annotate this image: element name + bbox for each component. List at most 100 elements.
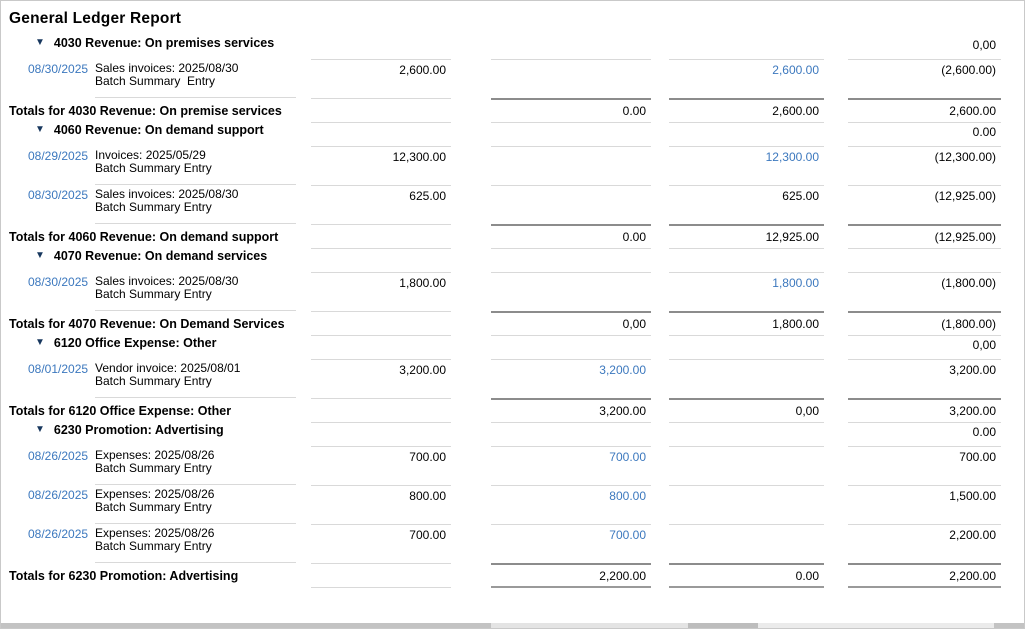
entry-debit: [491, 146, 651, 185]
entry-description-block: Sales invoices: 2025/08/30 Batch Summary…: [95, 185, 296, 224]
entry-description: Sales invoices: 2025/08/30: [95, 274, 239, 288]
collapse-triangle-icon[interactable]: ▼: [35, 124, 45, 135]
entry-row: 08/30/2025 Sales invoices: 2025/08/30 Ba…: [1, 59, 1024, 98]
entry-row: 08/30/2025 Sales invoices: 2025/08/30 Ba…: [1, 185, 1024, 224]
totals-amount: [311, 98, 451, 123]
entry-date-link[interactable]: 08/30/2025: [28, 62, 89, 76]
totals-label: Totals for 4030 Revenue: On premise serv…: [9, 104, 282, 118]
totals-debit: 3,200.00: [491, 398, 651, 423]
opening-balance-cell: 0.00: [972, 425, 996, 439]
entry-amount: 800.00: [311, 485, 451, 524]
entry-amount: 700.00: [311, 446, 451, 485]
scrollbar-track[interactable]: [994, 623, 1024, 628]
entry-date-link[interactable]: 08/26/2025: [28, 449, 89, 463]
opening-balance-cell: [848, 249, 1001, 251]
totals-row: Totals for 4030 Revenue: On premise serv…: [1, 98, 1024, 123]
section-header-row: ▼ 6120 Office Expense: Other 0,00: [1, 336, 1024, 359]
entry-type: Batch Summary Entry: [95, 500, 212, 514]
account-section-title: 6120 Office Expense: Other: [53, 336, 217, 350]
entry-date-link[interactable]: 08/26/2025: [28, 527, 89, 541]
collapse-triangle-icon[interactable]: ▼: [35, 424, 45, 435]
totals-balance: 3,200.00: [848, 398, 1001, 423]
entry-balance: (12,300.00): [848, 146, 1001, 185]
entry-amount: 3,200.00: [311, 359, 451, 398]
entry-credit-link[interactable]: 12,300.00: [669, 146, 824, 185]
opening-balance-cell: 0.00: [972, 125, 996, 139]
entry-debit-link[interactable]: 700.00: [491, 524, 651, 563]
entry-description-block: Expenses: 2025/08/26 Batch Summary Entry: [95, 485, 296, 524]
entry-date-link[interactable]: 08/26/2025: [28, 488, 89, 502]
entry-date-link[interactable]: 08/30/2025: [28, 275, 89, 289]
entry-description-block: Vendor invoice: 2025/08/01 Batch Summary…: [95, 359, 296, 398]
totals-label: Totals for 6230 Promotion: Advertising: [9, 569, 239, 583]
account-section-title: 6230 Promotion: Advertising: [53, 423, 224, 437]
totals-debit: 0.00: [491, 98, 651, 123]
entry-debit-link[interactable]: 3,200.00: [491, 359, 651, 398]
scrollbar-thumb[interactable]: [688, 623, 758, 628]
totals-balance: 2,200.00: [848, 563, 1001, 588]
section-header-row: ▼ 4030 Revenue: On premises services 0,0…: [1, 36, 1024, 59]
entry-type: Batch Summary Entry: [95, 287, 212, 301]
opening-balance-cell: 0,00: [972, 338, 996, 352]
account-section-title: 4070 Revenue: On demand services: [53, 249, 268, 263]
entry-type: Batch Summary Entry: [95, 374, 212, 388]
collapse-triangle-icon[interactable]: ▼: [35, 250, 45, 261]
entry-amount: 700.00: [311, 524, 451, 563]
entry-row: 08/26/2025 Expenses: 2025/08/26 Batch Su…: [1, 485, 1024, 524]
entry-row: 08/26/2025 Expenses: 2025/08/26 Batch Su…: [1, 446, 1024, 485]
scrollbar-track[interactable]: [758, 623, 994, 628]
entry-description-block: Sales invoices: 2025/08/30 Batch Summary…: [95, 272, 296, 311]
entry-row: 08/29/2025 Invoices: 2025/05/29 Batch Su…: [1, 146, 1024, 185]
entry-description-block: Invoices: 2025/05/29 Batch Summary Entry: [95, 146, 296, 185]
entry-credit-link[interactable]: 1,800.00: [669, 272, 824, 311]
entry-balance: 2,200.00: [848, 524, 1001, 563]
totals-debit: 2,200.00: [491, 563, 651, 588]
entry-row: 08/01/2025 Vendor invoice: 2025/08/01 Ba…: [1, 359, 1024, 398]
entry-type: Batch Summary Entry: [95, 539, 212, 553]
entry-balance: 1,500.00: [848, 485, 1001, 524]
entry-balance: (2,600.00): [848, 59, 1001, 98]
entry-credit: [669, 485, 824, 524]
totals-row: Totals for 4070 Revenue: On Demand Servi…: [1, 311, 1024, 336]
entry-description: Sales invoices: 2025/08/30: [95, 187, 239, 201]
totals-row: Totals for 6230 Promotion: Advertising 2…: [1, 563, 1024, 588]
page-title: General Ledger Report: [9, 10, 182, 27]
entry-debit-link[interactable]: 700.00: [491, 446, 651, 485]
scrollbar-thumb[interactable]: [1, 623, 491, 628]
totals-balance: (12,925.00): [848, 224, 1001, 249]
entry-debit-link[interactable]: 800.00: [491, 485, 651, 524]
entry-debit: [491, 185, 651, 224]
totals-label: Totals for 4060 Revenue: On demand suppo…: [9, 230, 279, 244]
entry-credit: [669, 446, 824, 485]
totals-credit: 0,00: [669, 398, 824, 423]
totals-credit: 0.00: [669, 563, 824, 588]
totals-credit: 2,600.00: [669, 98, 824, 123]
collapse-triangle-icon[interactable]: ▼: [35, 37, 45, 48]
scrollbar-track[interactable]: [491, 623, 688, 628]
totals-credit: 1,800.00: [669, 311, 824, 336]
totals-balance: 2,600.00: [848, 98, 1001, 123]
section-header-row: ▼ 6230 Promotion: Advertising 0.00: [1, 423, 1024, 446]
entry-description: Sales invoices: 2025/08/30: [95, 61, 239, 75]
totals-label: Totals for 4070 Revenue: On Demand Servi…: [9, 317, 285, 331]
entry-description: Expenses: 2025/08/26: [95, 526, 215, 540]
entry-balance: 700.00: [848, 446, 1001, 485]
credit-cell: [669, 36, 824, 38]
entry-date-link[interactable]: 08/01/2025: [28, 362, 89, 376]
collapse-triangle-icon[interactable]: ▼: [35, 337, 45, 348]
entry-type: Batch Summary Entry: [95, 74, 216, 88]
entry-amount: 625.00: [311, 185, 451, 224]
entry-amount: 2,600.00: [311, 59, 451, 98]
totals-row: Totals for 6120 Office Expense: Other 3,…: [1, 398, 1024, 423]
entry-description-block: Sales invoices: 2025/08/30 Batch Summary…: [95, 59, 296, 98]
opening-balance-cell: 0,00: [972, 38, 996, 52]
entry-row: 08/26/2025 Expenses: 2025/08/26 Batch Su…: [1, 524, 1024, 563]
entry-date-link[interactable]: 08/30/2025: [28, 188, 89, 202]
entry-balance: 3,200.00: [848, 359, 1001, 398]
horizontal-scrollbar[interactable]: [1, 623, 1024, 628]
entry-description: Vendor invoice: 2025/08/01: [95, 361, 241, 375]
entry-date-link[interactable]: 08/29/2025: [28, 149, 89, 163]
entry-type: Batch Summary Entry: [95, 461, 212, 475]
totals-balance: (1,800.00): [848, 311, 1001, 336]
entry-credit-link[interactable]: 2,600.00: [669, 59, 824, 98]
